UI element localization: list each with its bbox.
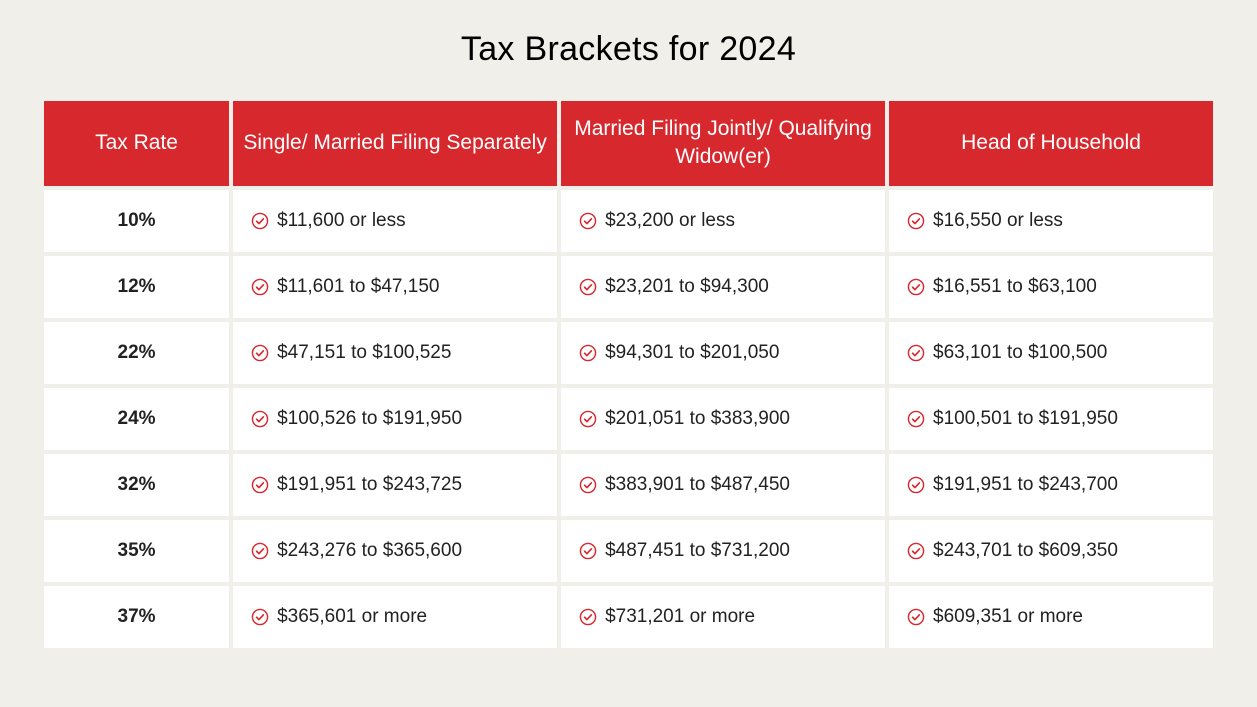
joint-cell: $731,201 or more [561,586,885,648]
check-circle-icon [907,410,925,428]
check-circle-icon [907,608,925,626]
joint-value: $487,451 to $731,200 [605,540,790,562]
hoh-cell: $243,701 to $609,350 [889,520,1213,582]
check-circle-icon [251,476,269,494]
tax-brackets-table: Tax Rate Single/ Married Filing Separate… [40,97,1217,652]
hoh-value: $63,101 to $100,500 [933,342,1107,364]
check-circle-icon [251,542,269,560]
hoh-value: $16,551 to $63,100 [933,276,1097,298]
column-header-single: Single/ Married Filing Separately [233,101,557,186]
check-circle-icon [251,344,269,362]
table-row: 12% $11,601 to $47,150 $23,201 to $94,300 $… [44,256,1213,318]
hoh-cell: $63,101 to $100,500 [889,322,1213,384]
joint-cell: $487,451 to $731,200 [561,520,885,582]
joint-value: $23,200 or less [605,210,735,232]
table-row: 37% $365,601 or more $731,201 or more $609,… [44,586,1213,648]
check-circle-icon [251,212,269,230]
table-row: 35% $243,276 to $365,600 $487,451 to $731,… [44,520,1213,582]
joint-cell: $23,200 or less [561,190,885,252]
rate-cell: 22% [44,322,229,384]
single-cell: $191,951 to $243,725 [233,454,557,516]
hoh-value: $100,501 to $191,950 [933,408,1118,430]
joint-cell: $94,301 to $201,050 [561,322,885,384]
hoh-value: $609,351 or more [933,606,1083,628]
rate-cell: 35% [44,520,229,582]
check-circle-icon [579,476,597,494]
joint-cell: $383,901 to $487,450 [561,454,885,516]
check-circle-icon [251,608,269,626]
joint-cell: $201,051 to $383,900 [561,388,885,450]
single-value: $100,526 to $191,950 [277,408,462,430]
table-row: 32% $191,951 to $243,725 $383,901 to $487,… [44,454,1213,516]
hoh-value: $243,701 to $609,350 [933,540,1118,562]
check-circle-icon [907,476,925,494]
hoh-cell: $16,551 to $63,100 [889,256,1213,318]
single-cell: $47,151 to $100,525 [233,322,557,384]
table-row: 22% $47,151 to $100,525 $94,301 to $201,05… [44,322,1213,384]
rate-cell: 12% [44,256,229,318]
hoh-value: $16,550 or less [933,210,1063,232]
rate-cell: 10% [44,190,229,252]
check-circle-icon [579,344,597,362]
single-cell: $100,526 to $191,950 [233,388,557,450]
check-circle-icon [251,410,269,428]
joint-cell: $23,201 to $94,300 [561,256,885,318]
hoh-cell: $100,501 to $191,950 [889,388,1213,450]
check-circle-icon [251,278,269,296]
hoh-cell: $609,351 or more [889,586,1213,648]
table-header-row: Tax Rate Single/ Married Filing Separate… [44,101,1213,186]
check-circle-icon [907,344,925,362]
joint-value: $383,901 to $487,450 [605,474,790,496]
rate-cell: 24% [44,388,229,450]
column-header-hoh: Head of Household [889,101,1213,186]
check-circle-icon [907,278,925,296]
joint-value: $731,201 or more [605,606,755,628]
single-value: $365,601 or more [277,606,427,628]
check-circle-icon [579,212,597,230]
hoh-cell: $191,951 to $243,700 [889,454,1213,516]
single-cell: $243,276 to $365,600 [233,520,557,582]
joint-value: $201,051 to $383,900 [605,408,790,430]
hoh-cell: $16,550 or less [889,190,1213,252]
hoh-value: $191,951 to $243,700 [933,474,1118,496]
single-value: $243,276 to $365,600 [277,540,462,562]
check-circle-icon [579,542,597,560]
column-header-joint: Married Filing Jointly/ Qualifying Widow… [561,101,885,186]
single-value: $191,951 to $243,725 [277,474,462,496]
table-row: 10% $11,600 or less $23,200 or less $16,550… [44,190,1213,252]
rate-cell: 32% [44,454,229,516]
single-cell: $365,601 or more [233,586,557,648]
single-value: $47,151 to $100,525 [277,342,451,364]
table-row: 24% $100,526 to $191,950 $201,051 to $383,… [44,388,1213,450]
check-circle-icon [579,410,597,428]
single-cell: $11,600 or less [233,190,557,252]
rate-cell: 37% [44,586,229,648]
column-header-rate: Tax Rate [44,101,229,186]
single-cell: $11,601 to $47,150 [233,256,557,318]
single-value: $11,601 to $47,150 [277,276,439,298]
check-circle-icon [579,608,597,626]
joint-value: $94,301 to $201,050 [605,342,779,364]
check-circle-icon [579,278,597,296]
check-circle-icon [907,542,925,560]
table-body: 10% $11,600 or less $23,200 or less $16,550… [44,190,1213,648]
joint-value: $23,201 to $94,300 [605,276,769,298]
single-value: $11,600 or less [277,210,406,232]
page-title: Tax Brackets for 2024 [40,30,1217,69]
check-circle-icon [907,212,925,230]
